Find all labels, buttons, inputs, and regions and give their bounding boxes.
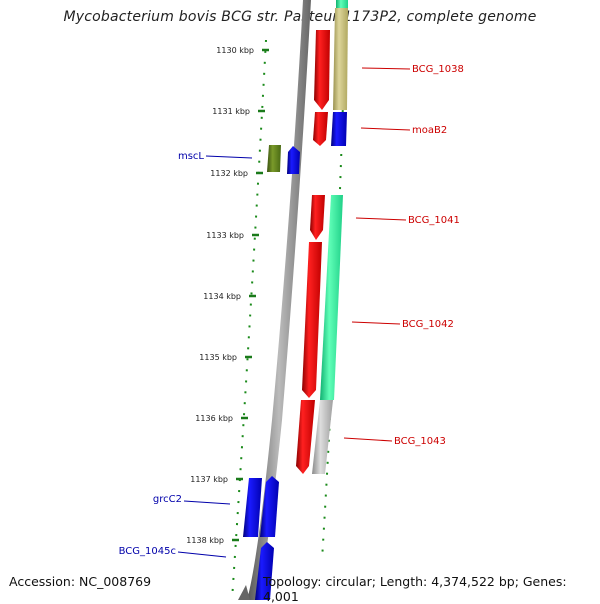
- ruler-label: 1137 kbp: [190, 475, 228, 484]
- gene-label-leader: [355, 217, 407, 221]
- ruler-label: 1136 kbp: [195, 414, 233, 423]
- gene-bcg1038[interactable]: [333, 8, 348, 110]
- ruler-label: 1130 kbp: [216, 46, 254, 55]
- ruler-label: 1131 kbp: [212, 107, 250, 116]
- gene-grcc2-a[interactable]: [243, 478, 262, 537]
- gene-label-leader: [351, 321, 401, 325]
- gene-track-forward: [312, 0, 348, 474]
- ruler-label: 1135 kbp: [199, 353, 237, 362]
- ruler-label: 1138 kbp: [186, 536, 224, 545]
- gene-moab2-cds[interactable]: [313, 112, 328, 146]
- ruler-label: 1134 kbp: [203, 292, 241, 301]
- gene-top-green[interactable]: [336, 0, 348, 8]
- gene-label-leader: [361, 67, 411, 70]
- gene-label-leader: [183, 500, 231, 505]
- gene-bcg1043-cds[interactable]: [296, 400, 315, 474]
- gene-label[interactable]: BCG_1042: [402, 319, 454, 330]
- gene-label[interactable]: BCG_1043: [394, 436, 446, 447]
- gene-track-reverse: [243, 145, 300, 600]
- gene-label[interactable]: BCG_1045c: [119, 546, 176, 557]
- gene-label[interactable]: mscL: [178, 151, 204, 162]
- map-title: Mycobacterium bovis BCG str. Pasteur 117…: [63, 9, 537, 25]
- gene-bcg1042-cds[interactable]: [302, 242, 322, 398]
- gene-bcg1041-cds[interactable]: [310, 195, 325, 240]
- gene-bcg1043[interactable]: [312, 400, 333, 474]
- ruler: 1130 kbp 1131 kbp 1132 kbp 1133 kbp 1134 kbp…: [186, 46, 269, 545]
- ruler-label: 1133 kbp: [206, 231, 244, 240]
- ruler-label: 1132 kbp: [210, 169, 248, 178]
- accession-text: Accession: NC_008769: [9, 574, 152, 589]
- gene-labels: BCG_1038 moaB2 mscL BCG_1041 BCG_1042 BCG_104…: [119, 64, 464, 558]
- gene-mscl[interactable]: [287, 146, 300, 174]
- gene-bcg1038-cds[interactable]: [314, 30, 330, 110]
- gene-label-leader: [343, 437, 393, 442]
- gene-label-leader: [205, 155, 253, 159]
- gene-label-leader: [360, 127, 411, 131]
- gene-moab2[interactable]: [331, 112, 347, 146]
- gene-bcg1045c[interactable]: [255, 542, 274, 600]
- gene-label-leader: [177, 551, 227, 558]
- gene-bcg1041-1042[interactable]: [320, 195, 343, 400]
- backbone-axis-bottom: [238, 585, 250, 600]
- gene-label[interactable]: BCG_1038: [412, 64, 464, 75]
- cds-track-forward: [296, 30, 330, 474]
- gene-grcc2-b[interactable]: [260, 476, 279, 537]
- gene-label[interactable]: moaB2: [412, 125, 447, 136]
- gene-label[interactable]: BCG_1041: [408, 215, 460, 226]
- gene-mscl-left[interactable]: [267, 145, 281, 172]
- gene-label[interactable]: grcC2: [153, 494, 182, 505]
